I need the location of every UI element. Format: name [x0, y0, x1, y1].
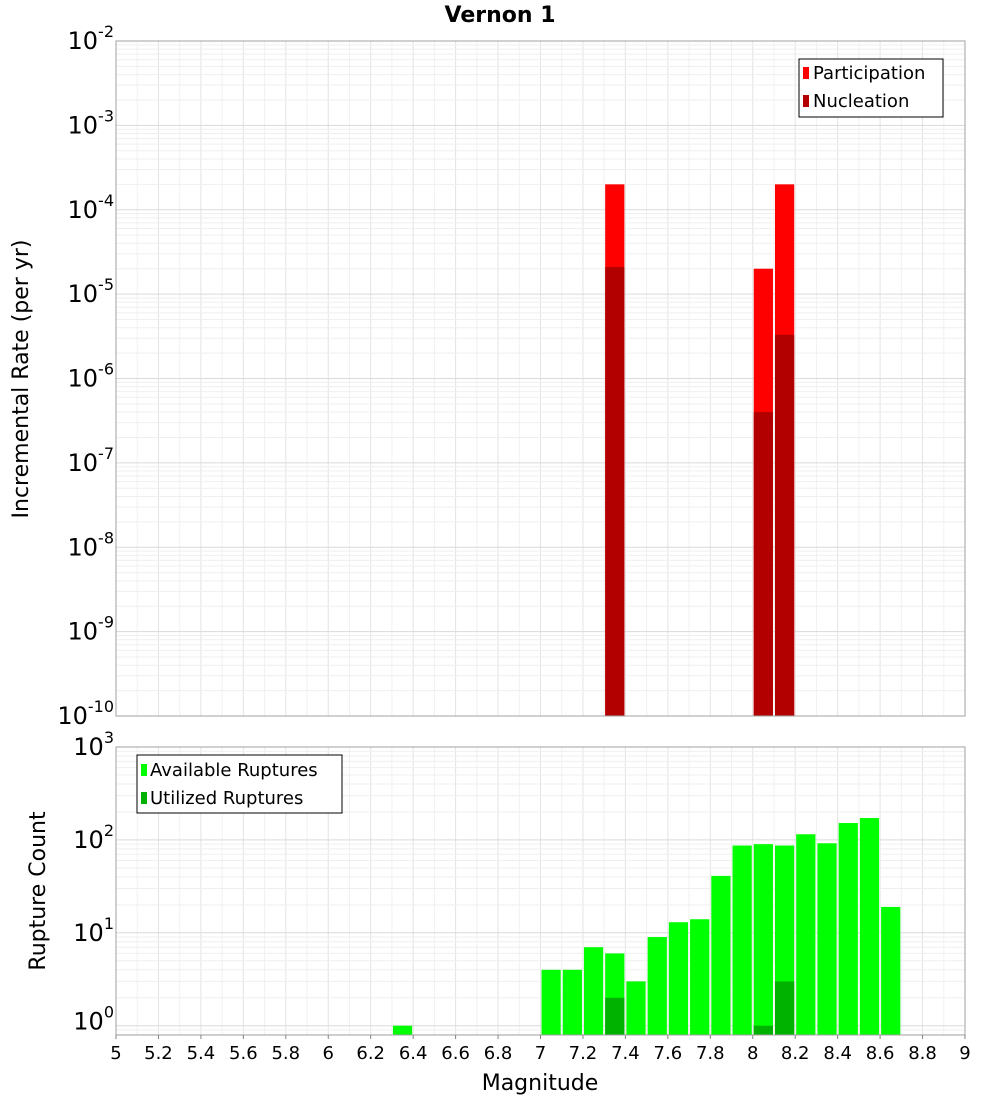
bar-utilized-ruptures — [605, 997, 625, 1035]
legend-label-utilized: Utilized Ruptures — [150, 788, 303, 809]
x-tick-label: 5.6 — [229, 1043, 258, 1064]
top-legend: Participation Nucleation — [798, 58, 944, 118]
x-tick-label: 5.4 — [187, 1043, 216, 1064]
x-tick-label: 7.6 — [654, 1043, 683, 1064]
y-tick-label: 10-4 — [68, 191, 115, 224]
bar-available-ruptures — [753, 844, 773, 1035]
bottom-y-ticks: 103 102 101 100 — [73, 728, 114, 1036]
x-tick-label: 5 — [110, 1043, 121, 1064]
bar-available-ruptures — [732, 845, 752, 1035]
x-tick-label: 6 — [323, 1043, 334, 1064]
legend-label-available: Available Ruptures — [150, 760, 318, 781]
y-tick-label: 10-9 — [68, 613, 115, 646]
x-tick-label: 5.8 — [271, 1043, 300, 1064]
top-panel: 10-2 10-3 10-4 10-5 10-6 10-7 10-8 10-9 10-10 In… — [9, 22, 966, 730]
x-tick-label: 6.6 — [441, 1043, 470, 1064]
x-tick-label: 7 — [535, 1043, 546, 1064]
top-y-axis-label: Incremental Rate (per yr) — [9, 240, 34, 519]
x-tick-label: 9 — [959, 1043, 970, 1064]
bar-available-ruptures — [562, 969, 582, 1035]
bar-available-ruptures — [668, 922, 689, 1035]
y-tick-label: 103 — [73, 728, 114, 761]
bar-available-ruptures — [796, 834, 816, 1035]
y-tick-label: 101 — [73, 914, 114, 947]
bar-available-ruptures — [626, 981, 646, 1035]
y-tick-label: 100 — [73, 1003, 114, 1036]
bar-available-ruptures — [392, 1025, 413, 1035]
legend-label-participation: Participation — [813, 63, 925, 84]
x-axis-label: Magnitude — [482, 1071, 599, 1096]
bar-nucleation — [605, 266, 625, 716]
x-tick-label: 8.2 — [781, 1043, 810, 1064]
top-plot-frame — [115, 40, 966, 717]
y-tick-label: 10-5 — [68, 275, 115, 308]
x-tick-label: 8 — [747, 1043, 758, 1064]
x-tick-label: 6.2 — [356, 1043, 385, 1064]
x-tick-label: 5.2 — [144, 1043, 173, 1064]
bottom-legend-box — [136, 754, 343, 814]
top-bars — [605, 184, 795, 717]
y-tick-label: 10-7 — [68, 444, 115, 477]
top-grid — [115, 41, 966, 717]
bar-available-ruptures — [859, 818, 880, 1035]
x-tick-label: 7.8 — [696, 1043, 725, 1064]
bar-available-ruptures — [838, 823, 858, 1035]
legend-swatch-nucleation — [803, 95, 809, 107]
y-tick-label: 10-10 — [57, 697, 114, 730]
x-tick-label: 8.4 — [823, 1043, 852, 1064]
legend-swatch-available — [141, 764, 147, 776]
bottom-panel: 103 102 101 100 5 5.2 5.4 5.6 5.8 6 6.2 6.4 6.6 6.8 7… — [26, 728, 971, 1096]
y-tick-label: 102 — [73, 821, 114, 854]
bar-utilized-ruptures — [753, 1025, 773, 1035]
x-tick-label: 8.8 — [908, 1043, 937, 1064]
y-tick-label: 10-3 — [68, 106, 115, 139]
y-tick-label: 10-2 — [68, 22, 115, 55]
x-tick-label: 6.8 — [484, 1043, 513, 1064]
bar-nucleation — [753, 412, 773, 716]
bar-available-ruptures — [541, 969, 561, 1035]
y-tick-label: 10-8 — [68, 528, 115, 561]
bottom-x-ticks: 5 5.2 5.4 5.6 5.8 6 6.2 6.4 6.6 6.8 7 7.2 7.4 7.6 7.8 8… — [110, 1035, 971, 1064]
bar-utilized-ruptures — [774, 981, 795, 1035]
legend-label-nucleation: Nucleation — [813, 91, 909, 112]
y-tick-label: 10-6 — [68, 360, 115, 393]
top-y-ticks: 10-2 10-3 10-4 10-5 10-6 10-7 10-8 10-9 10-10 — [57, 22, 114, 730]
top-legend-box — [798, 58, 944, 118]
bar-available-ruptures — [711, 875, 731, 1035]
x-tick-label: 6.4 — [399, 1043, 428, 1064]
bar-available-ruptures — [583, 947, 604, 1035]
bottom-y-axis-label: Rupture Count — [26, 811, 51, 971]
x-tick-label: 7.2 — [569, 1043, 598, 1064]
legend-swatch-utilized — [141, 792, 147, 804]
bar-nucleation — [774, 334, 795, 716]
bar-available-ruptures — [817, 843, 837, 1035]
bar-available-ruptures — [881, 906, 901, 1035]
x-tick-label: 7.4 — [611, 1043, 640, 1064]
bottom-bars — [392, 818, 901, 1035]
chart-title: Vernon 1 — [445, 3, 556, 28]
bar-available-ruptures — [647, 937, 667, 1035]
bottom-legend: Available Ruptures Utilized Ruptures — [136, 754, 343, 814]
x-tick-label: 8.6 — [866, 1043, 895, 1064]
legend-swatch-participation — [803, 67, 809, 79]
bar-available-ruptures — [690, 919, 710, 1035]
